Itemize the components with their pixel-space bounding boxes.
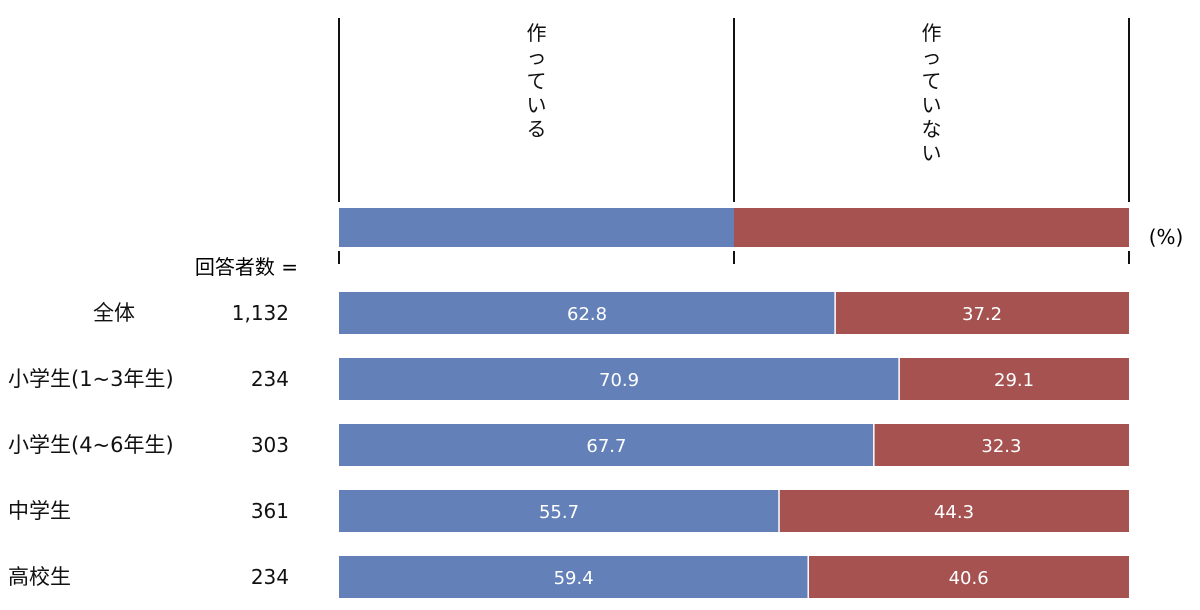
legend-label-char: い	[922, 93, 942, 117]
legend-label-char: 作	[922, 21, 942, 45]
legend-label-char: 作	[527, 21, 547, 45]
category-label: 高校生	[8, 565, 71, 589]
data-label: 40.6	[949, 568, 989, 589]
bar-segment	[779, 490, 1129, 532]
legend-swatch-2	[734, 208, 1129, 247]
data-label: 55.7	[539, 502, 579, 523]
bar-segment	[873, 424, 1129, 466]
legend-label-char: て	[922, 69, 942, 93]
data-label: 32.3	[981, 436, 1021, 457]
data-label: 67.7	[586, 436, 626, 457]
data-label: 62.8	[567, 304, 607, 325]
legend-swatch-1	[339, 208, 734, 247]
data-label: 29.1	[994, 370, 1034, 391]
respondent-count: 303	[251, 433, 289, 457]
respondent-count: 234	[251, 367, 289, 391]
legend-label-char: っ	[922, 45, 942, 69]
legend-label-char: て	[527, 69, 547, 93]
bar-segment	[339, 424, 874, 466]
category-label: 全体	[93, 301, 135, 325]
respondent-count: 361	[251, 499, 289, 523]
legend-label-char: な	[922, 117, 942, 141]
legend-label-char: る	[527, 117, 547, 141]
bar-segment	[339, 358, 900, 400]
bar-segment	[808, 556, 1129, 598]
chart-rows: 62.8 37.2 全体 1,132 70.9 29.1 小学生(1~3年生) 234 67.7…	[8, 292, 1129, 598]
category-label: 小学生(1~3年生)	[8, 367, 174, 391]
bar-segment	[835, 292, 1129, 334]
data-label: 37.2	[962, 304, 1002, 325]
data-label: 59.4	[554, 568, 594, 589]
bar-segment	[339, 556, 809, 598]
legend-label-char: い	[527, 93, 547, 117]
category-label: 中学生	[8, 499, 71, 523]
category-label: 小学生(4~6年生)	[8, 433, 174, 457]
bar-segment	[899, 358, 1129, 400]
bar-segment	[339, 292, 836, 334]
bar-segment	[339, 490, 780, 532]
data-label: 44.3	[934, 502, 974, 523]
legend-label-char: い	[922, 141, 942, 165]
legend-label-char: っ	[527, 45, 547, 69]
unit-label: (%)	[1149, 225, 1184, 249]
data-label: 70.9	[599, 370, 639, 391]
respondents-label: 回答者数 =	[195, 255, 298, 279]
respondent-count: 1,132	[232, 301, 289, 325]
respondent-count: 234	[251, 565, 289, 589]
